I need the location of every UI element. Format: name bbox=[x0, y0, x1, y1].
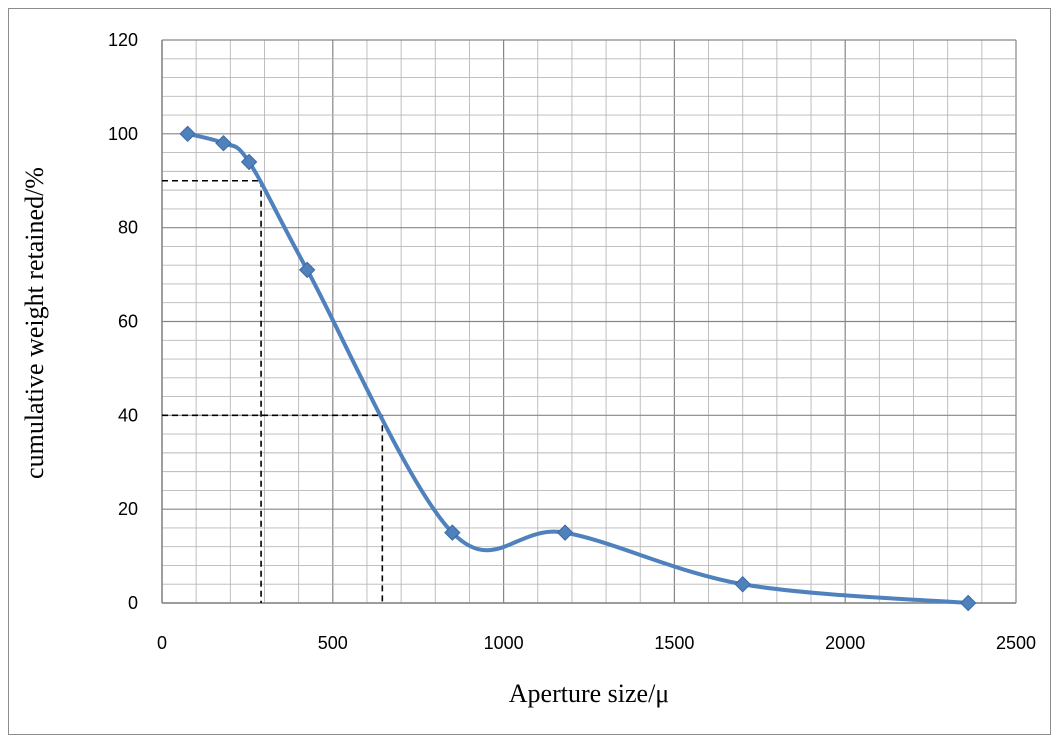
tick-labels: 0 500 1000 1500 2000 2500 0 20 40 60 80 100 120 bbox=[108, 30, 1036, 653]
y-axis-title: cumulative weight retained/% bbox=[20, 167, 49, 479]
x-axis-title: Aperture size/μ bbox=[509, 679, 669, 708]
data-point-marker bbox=[179, 125, 196, 143]
data-point-marker bbox=[298, 261, 316, 279]
y-tick-label: 100 bbox=[108, 124, 138, 144]
y-tick-label: 80 bbox=[118, 218, 138, 238]
y-tick-label: 0 bbox=[128, 593, 138, 613]
y-tick-label: 40 bbox=[118, 405, 138, 425]
x-tick-label: 1000 bbox=[484, 633, 524, 653]
data-point-marker bbox=[215, 135, 232, 152]
x-tick-label: 0 bbox=[157, 633, 167, 653]
x-tick-label: 1500 bbox=[654, 633, 694, 653]
data-point-marker bbox=[959, 594, 977, 612]
y-tick-label: 120 bbox=[108, 30, 138, 50]
series-group bbox=[179, 125, 977, 612]
x-tick-label: 2000 bbox=[825, 633, 865, 653]
reference-lines bbox=[162, 179, 384, 603]
y-tick-label: 60 bbox=[118, 312, 138, 332]
y-tick-label: 20 bbox=[118, 499, 138, 519]
data-point-marker bbox=[556, 524, 574, 541]
data-point-marker bbox=[734, 576, 751, 593]
data-point-marker bbox=[240, 153, 258, 171]
series-line bbox=[185, 131, 971, 605]
x-tick-label: 2500 bbox=[996, 633, 1036, 653]
x-tick-label: 500 bbox=[318, 633, 348, 653]
data-point-marker bbox=[444, 524, 461, 541]
gridlines bbox=[161, 39, 1017, 604]
chart-frame bbox=[8, 8, 1051, 735]
